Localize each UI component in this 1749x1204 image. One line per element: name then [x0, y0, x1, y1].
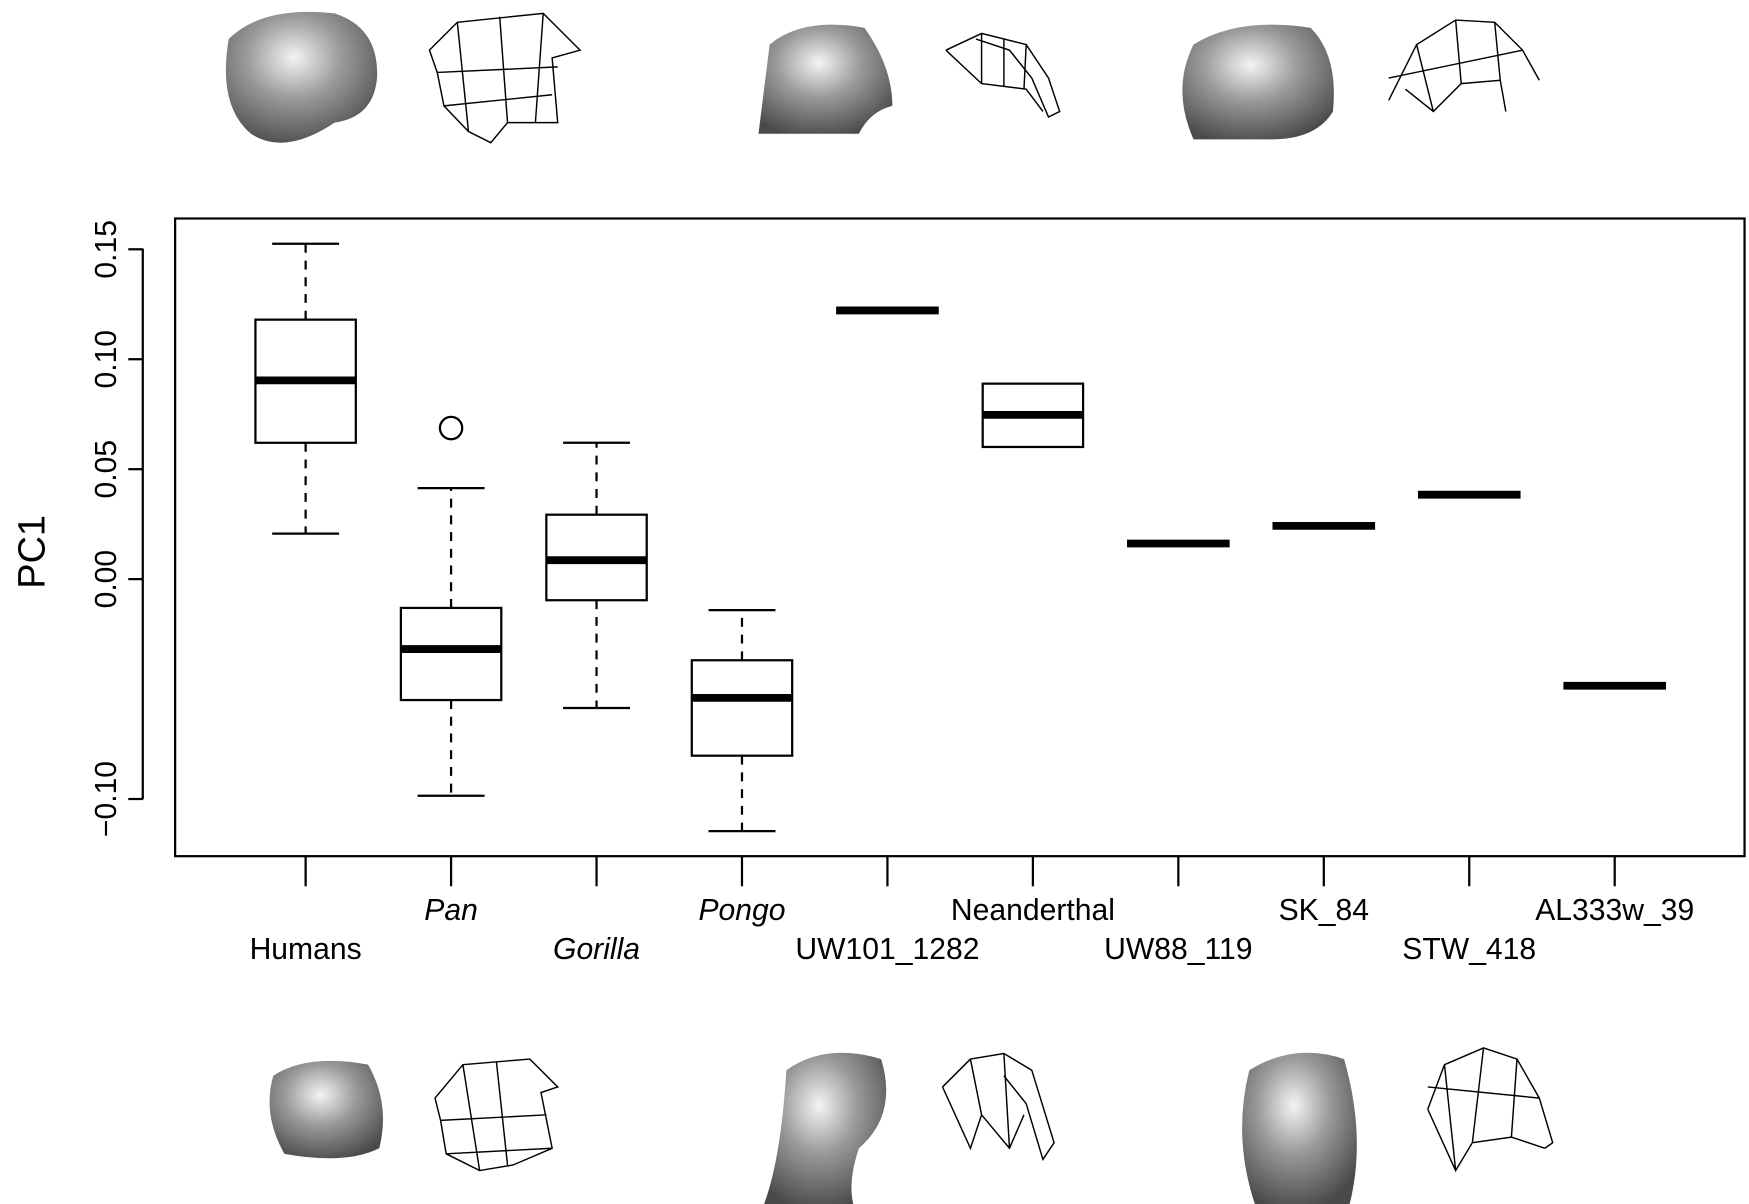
x-tick-label: Pan — [424, 894, 478, 927]
outlier — [438, 415, 464, 441]
y-tick-label: −0.10 — [90, 761, 123, 837]
x-tick-label: Humans — [250, 933, 362, 966]
x-tick-label: Gorilla — [553, 933, 640, 966]
box — [690, 659, 794, 757]
box — [399, 606, 503, 702]
y-tick-label: 0.05 — [90, 440, 123, 499]
x-tick-label: SK_84 — [1279, 894, 1369, 927]
x-tick-label: Pongo — [698, 894, 785, 927]
y-tick-label: 0.10 — [90, 330, 123, 389]
x-tick-label: STW_418 — [1402, 933, 1536, 966]
y-axis-label: PC1 — [12, 515, 54, 589]
y-tick-label: 0.00 — [90, 550, 123, 609]
x-tick-label: Neanderthal — [951, 894, 1115, 927]
plot-frame — [174, 217, 1746, 858]
x-tick-label: UW88_119 — [1104, 933, 1252, 966]
y-tick-label: 0.15 — [90, 220, 123, 279]
x-tick-label: AL333w_39 — [1535, 894, 1694, 927]
shape-renders — [225, 11, 1357, 1204]
x-tick-label: UW101_1282 — [795, 933, 979, 966]
wireframes — [428, 12, 1554, 1173]
